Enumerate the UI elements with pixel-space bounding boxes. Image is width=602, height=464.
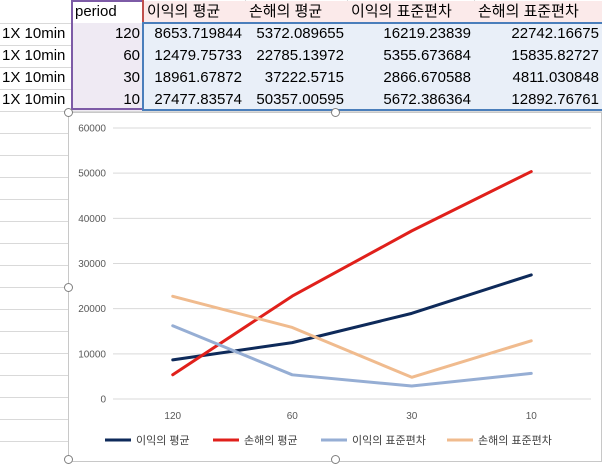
y-tick-label: 50000 xyxy=(78,169,106,180)
x-tick-label: 10 xyxy=(526,411,538,422)
header-profit-std[interactable]: 이익의 표준편차 xyxy=(347,1,474,23)
cell-profit-std[interactable]: 5672.386364 xyxy=(347,89,474,111)
y-tick-label: 20000 xyxy=(78,304,106,315)
legend-label[interactable]: 손해의 평균 xyxy=(244,433,298,447)
series-line-1[interactable] xyxy=(171,170,533,377)
cell-period[interactable]: 120 xyxy=(71,23,143,45)
chart-resize-handle-left[interactable] xyxy=(64,283,73,292)
cell-label[interactable]: 1X 10min xyxy=(2,91,66,108)
cell-profit-std[interactable]: 16219.23839 xyxy=(347,23,474,45)
header-loss-mean[interactable]: 손해의 평균 xyxy=(245,1,347,23)
chart-resize-handle-bottom[interactable] xyxy=(331,455,340,464)
cell-loss-std[interactable]: 12892.76761 xyxy=(474,89,602,111)
cell-label[interactable]: 1X 10min xyxy=(2,69,66,86)
legend-label[interactable]: 손해의 표준편차 xyxy=(478,433,552,447)
x-tick-label: 120 xyxy=(164,411,181,422)
cell-loss-mean[interactable]: 22785.13972 xyxy=(245,45,347,67)
x-tick-label: 30 xyxy=(406,411,418,422)
cell-loss-mean[interactable]: 50357.00595 xyxy=(245,89,347,111)
cell-loss-std[interactable]: 4811.030848 xyxy=(474,67,602,89)
cell-profit-mean[interactable]: 18961.67872 xyxy=(143,67,245,89)
cell-loss-std[interactable]: 15835.82727 xyxy=(474,45,602,67)
header-period[interactable]: period xyxy=(75,3,117,20)
cell-loss-mean[interactable]: 5372.089655 xyxy=(245,23,347,45)
cell-profit-std[interactable]: 5355.673684 xyxy=(347,45,474,67)
cell-label[interactable]: 1X 10min xyxy=(2,25,66,42)
cell-loss-mean[interactable]: 37222.5715 xyxy=(245,67,347,89)
cell-label[interactable]: 1X 10min xyxy=(2,47,66,64)
y-tick-label: 40000 xyxy=(78,214,106,225)
line-chart[interactable]: 0 10000 20000 30000 40000 50000 60000 120 60 30 10… xyxy=(68,112,602,462)
chart-resize-handle-top-left[interactable] xyxy=(64,108,73,117)
header-loss-std[interactable]: 손해의 표준편차 xyxy=(474,1,602,23)
cell-profit-mean[interactable]: 12479.75733 xyxy=(143,45,245,67)
cell-period[interactable]: 30 xyxy=(71,67,143,89)
legend-label[interactable]: 이익의 평균 xyxy=(136,434,190,447)
chart-plot: 0 10000 20000 30000 40000 50000 60000 120 60 30 10… xyxy=(78,124,591,447)
cell-period[interactable]: 60 xyxy=(71,45,143,67)
header-profit-mean[interactable]: 이익의 평균 xyxy=(143,1,245,23)
cell-profit-std[interactable]: 2866.670588 xyxy=(347,67,474,89)
cell-period[interactable]: 10 xyxy=(71,89,143,111)
chart-resize-handle-bottom-left[interactable] xyxy=(64,455,73,464)
legend-label[interactable]: 이익의 표준편차 xyxy=(352,434,426,447)
cell-profit-mean[interactable]: 8653.719844 xyxy=(143,23,245,45)
series-line-3[interactable] xyxy=(171,294,533,379)
series-line-2[interactable] xyxy=(171,324,533,388)
x-tick-label: 60 xyxy=(287,411,299,422)
y-tick-label: 30000 xyxy=(78,259,106,270)
y-tick-label: 0 xyxy=(100,395,106,406)
y-tick-label: 60000 xyxy=(78,124,106,135)
chart-resize-handle-top[interactable] xyxy=(331,108,340,117)
y-tick-label: 10000 xyxy=(78,349,106,360)
cell-profit-mean[interactable]: 27477.83574 xyxy=(143,89,245,111)
cell-loss-std[interactable]: 22742.16675 xyxy=(474,23,602,45)
